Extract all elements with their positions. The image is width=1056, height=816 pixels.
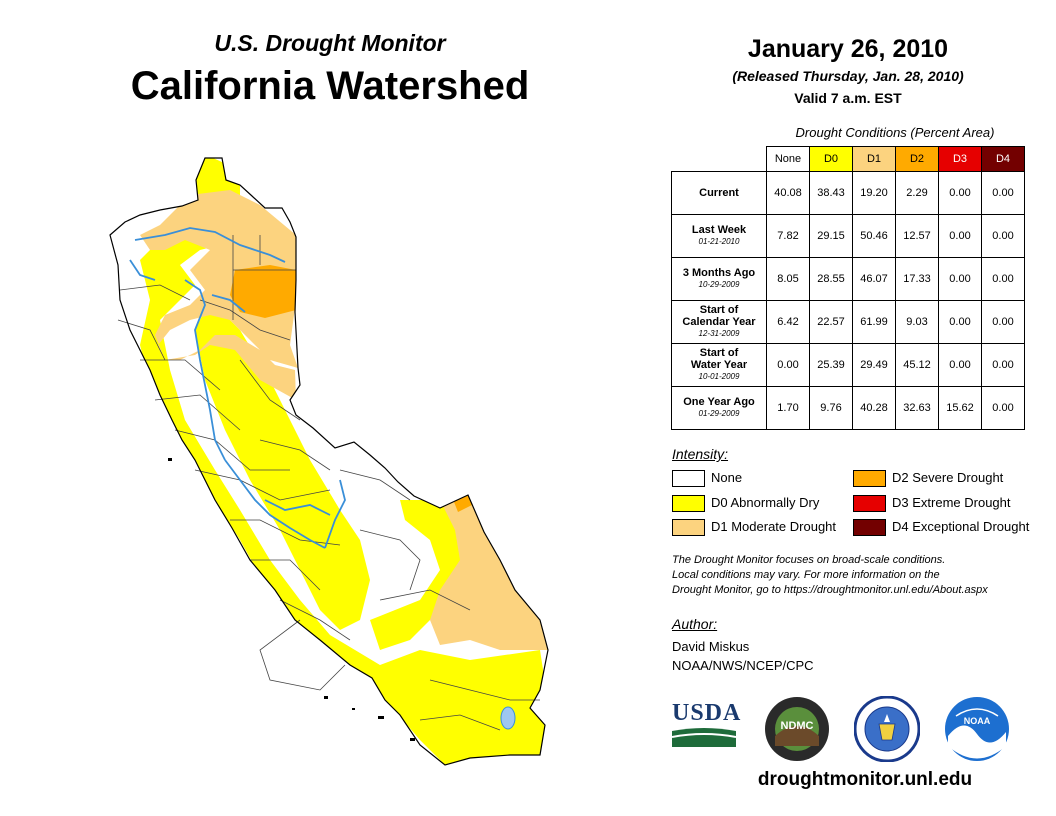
cell: 7.82: [766, 214, 810, 258]
cell: 46.07: [852, 257, 896, 301]
author-name: David Miskus: [672, 639, 750, 654]
cell: 0.00: [938, 300, 982, 344]
map-title: California Watershed: [130, 64, 530, 108]
d0-southern-coast: [420, 670, 545, 765]
legend-item-d3: D3 Extreme Drought: [853, 495, 1011, 513]
conditions-table-title: Drought Conditions (Percent Area): [795, 125, 995, 140]
row-label: Start of Calendar Year 12-31-2009: [671, 300, 767, 344]
legend-item-d4: D4 Exceptional Drought: [853, 519, 1029, 537]
table-row: Current 40.08 38.43 19.20 2.29 0.00 0.00: [671, 171, 1025, 215]
row-label: 3 Months Ago 10-29-2009: [671, 257, 767, 301]
table-row: One Year Ago 01-29-2009 1.70 9.76 40.28 3…: [671, 386, 1025, 430]
table-row: 3 Months Ago 10-29-2009 8.05 28.55 46.07 …: [671, 257, 1025, 301]
legend-item-d1: D1 Moderate Drought: [672, 519, 836, 537]
table-row: Last Week 01-21-2010 7.82 29.15 50.46 12.…: [671, 214, 1025, 258]
salton-sea: [500, 706, 516, 730]
svg-text:NDMC: NDMC: [781, 720, 814, 732]
cell: 50.46: [852, 214, 896, 258]
legend-item-d0: D0 Abnormally Dry: [672, 495, 819, 513]
cell: 6.42: [766, 300, 810, 344]
author-org: NOAA/NWS/NCEP/CPC: [672, 658, 814, 673]
row-label: Current: [671, 171, 767, 215]
cell: 32.63: [895, 386, 939, 430]
cell: 0.00: [981, 257, 1025, 301]
cell: 0.00: [981, 343, 1025, 387]
d1-region-east: [430, 495, 548, 650]
release-date: (Released Thursday, Jan. 28, 2010): [732, 68, 964, 84]
d0-central-band: [195, 300, 370, 630]
map-subtitle: U.S. Drought Monitor: [214, 30, 446, 56]
cell: 19.20: [852, 171, 896, 215]
cell: 2.29: [895, 171, 939, 215]
cell: 29.49: [852, 343, 896, 387]
d2-region: [230, 265, 296, 318]
cell: 25.39: [809, 343, 853, 387]
cell: 28.55: [809, 257, 853, 301]
d1-region-north: [140, 190, 298, 400]
svg-text:NOAA: NOAA: [964, 716, 991, 726]
d0-east-band: [370, 500, 480, 650]
cell: 1.70: [766, 386, 810, 430]
cell: 9.76: [809, 386, 853, 430]
col-header: D2: [895, 146, 939, 172]
cell: 22.57: [809, 300, 853, 344]
col-header: D3: [938, 146, 982, 172]
noaa-logo: NOAA: [945, 697, 1009, 761]
cell: 40.08: [766, 171, 810, 215]
cell: 45.12: [895, 343, 939, 387]
california-watershed-map: [109, 157, 549, 766]
cell: 0.00: [938, 343, 982, 387]
cell: 0.00: [981, 214, 1025, 258]
author-heading: Author:: [672, 616, 718, 632]
legend-item-none: None: [672, 470, 742, 488]
col-header: D0: [809, 146, 853, 172]
col-header: None: [766, 146, 810, 172]
cell: 12.57: [895, 214, 939, 258]
cell: 0.00: [938, 257, 982, 301]
cell: 0.00: [981, 386, 1025, 430]
valid-time: Valid 7 a.m. EST: [794, 90, 902, 106]
row-label: Last Week 01-21-2010: [671, 214, 767, 258]
cell: 0.00: [981, 171, 1025, 215]
drought-monitor-note: The Drought Monitor focuses on broad-sca…: [672, 554, 988, 596]
legend-item-d2: D2 Severe Drought: [853, 470, 1003, 488]
usda-logo: USDA: [671, 700, 740, 748]
cell: 0.00: [981, 300, 1025, 344]
col-header: D1: [852, 146, 896, 172]
cell: 8.05: [766, 257, 810, 301]
cell: 9.03: [895, 300, 939, 344]
row-label: One Year Ago 01-29-2009: [671, 386, 767, 430]
cell: 38.43: [809, 171, 853, 215]
row-label: Start of Water Year 10-01-2009: [671, 343, 767, 387]
cell: 29.15: [809, 214, 853, 258]
cell: 0.00: [766, 343, 810, 387]
cell: 0.00: [938, 171, 982, 215]
ndmc-logo: NDMC: [765, 697, 829, 761]
cell: 40.28: [852, 386, 896, 430]
map-date: January 26, 2010: [747, 35, 949, 63]
footer-url[interactable]: droughtmonitor.unl.edu: [757, 769, 973, 790]
cell: 15.62: [938, 386, 982, 430]
legend-title: Intensity:: [672, 446, 729, 462]
cell: 17.33: [895, 257, 939, 301]
doc-seal-logo: [854, 696, 920, 762]
cell: 0.00: [938, 214, 982, 258]
drought-conditions-table: None D0 D1 D2 D3 D4 Current 40.08 38.43 …: [671, 146, 1025, 430]
cell: 61.99: [852, 300, 896, 344]
col-header: D4: [981, 146, 1025, 172]
table-row: Start of Water Year 10-01-2009 0.00 25.39 …: [671, 343, 1025, 387]
table-row: Start of Calendar Year 12-31-2009 6.42 22.…: [671, 300, 1025, 344]
author-info: David Miskus NOAA/NWS/NCEP/CPC: [672, 637, 814, 675]
